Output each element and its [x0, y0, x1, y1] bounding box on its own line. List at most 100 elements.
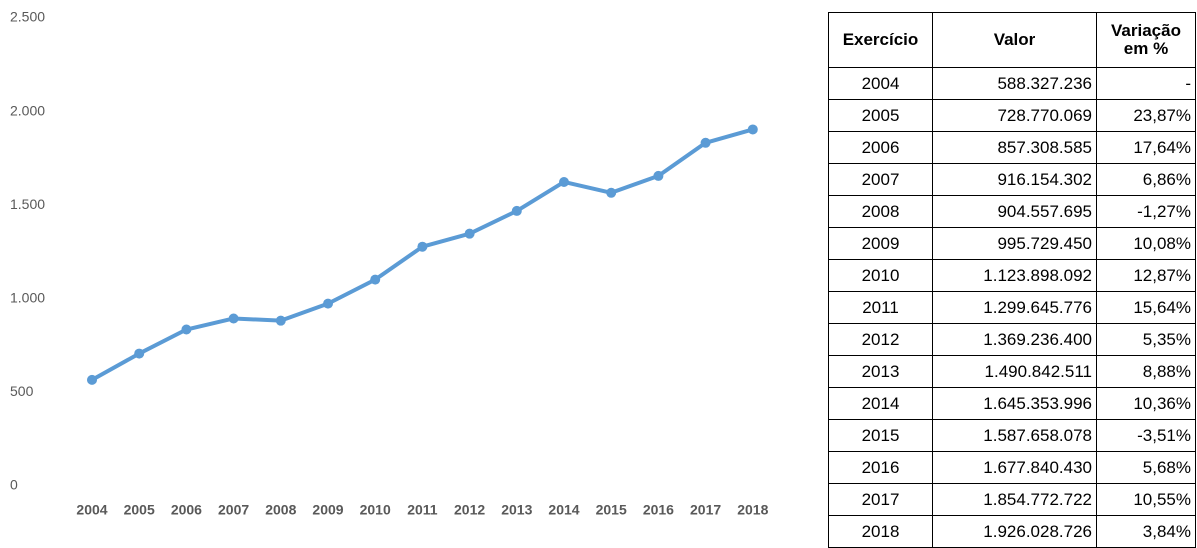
table-row: 2018 1.926.028.726 3,84% [828, 515, 1196, 548]
table-row: 2008 904.557.695 -1,27% [828, 195, 1196, 228]
table-cell: 904.557.695 [932, 195, 1097, 228]
table-cell: -1,27% [1096, 195, 1196, 228]
table-cell: -3,51% [1096, 419, 1196, 452]
header-row: Exercício Valor Variação em % [828, 12, 1196, 68]
table-row: 2010 1.123.898.092 12,87% [828, 259, 1196, 292]
x-tick-label: 2018 [737, 502, 768, 518]
point [464, 228, 475, 239]
point [747, 124, 758, 135]
table-cell: 8,88% [1096, 355, 1196, 388]
table-cell: 6,86% [1096, 163, 1196, 196]
table-cell: 2008 [828, 195, 933, 228]
table-row: 2005 728.770.069 23,87% [828, 99, 1196, 132]
point [653, 170, 664, 181]
point [559, 176, 569, 187]
x-tick-label: 2017 [690, 502, 721, 518]
y-tick-label: 1.000 [10, 290, 45, 306]
point [181, 324, 192, 335]
data-table: Exercício Valor Variação em % 2004 588.327.2… [828, 12, 1196, 548]
x-tick-label: 2006 [171, 502, 202, 518]
table-cell: 2014 [828, 387, 933, 420]
table-cell: 2011 [828, 291, 933, 324]
x-tick-label: 2010 [360, 502, 391, 518]
table-cell: 5,68% [1096, 451, 1196, 484]
point [87, 374, 97, 385]
table-cell: 2018 [828, 515, 933, 548]
table-cell: 2009 [828, 227, 933, 260]
point [417, 241, 428, 252]
x-tick-label: 2004 [76, 502, 107, 518]
table-cell: 10,36% [1096, 387, 1196, 420]
x-tick-label: 2009 [312, 502, 343, 518]
table-cell: 2016 [828, 451, 933, 484]
header-cell: Variação em % [1096, 12, 1196, 68]
y-tick-label: 500 [10, 383, 34, 399]
table-cell: 2017 [828, 483, 933, 516]
table-cell: 2006 [828, 131, 933, 164]
table-row: 2011 1.299.645.776 15,64% [828, 291, 1196, 324]
table-cell: 588.327.236 [932, 67, 1097, 100]
table-cell: 728.770.069 [932, 99, 1097, 132]
point [511, 205, 522, 216]
x-tick-label: 2016 [643, 502, 674, 518]
table-row: 2017 1.854.772.722 10,55% [828, 483, 1196, 516]
table-row: 2016 1.677.840.430 5,68% [828, 451, 1196, 484]
table-cell: - [1096, 67, 1196, 100]
table-row: 2012 1.369.236.400 5,35% [828, 323, 1196, 356]
table-cell: 1.369.236.400 [932, 323, 1097, 356]
chart: 0 500 1.000 1.500 2.000 2.500 2004 2005 2006 2007… [10, 9, 769, 518]
table-cell: 2012 [828, 323, 933, 356]
table-cell: 15,64% [1096, 291, 1196, 324]
table-cell: 857.308.585 [932, 131, 1097, 164]
table-cell: 2005 [828, 99, 933, 132]
table-row: 2007 916.154.302 6,86% [828, 163, 1196, 196]
point [700, 137, 711, 148]
table-row: 2014 1.645.353.996 10,36% [828, 387, 1196, 420]
table-cell: 2013 [828, 355, 933, 388]
header-cell: Exercício [828, 12, 933, 68]
point [370, 274, 381, 285]
point [134, 348, 145, 359]
table-cell: 1.677.840.430 [932, 451, 1097, 484]
table-row: 2013 1.490.842.511 8,88% [828, 355, 1196, 388]
table-cell: 17,64% [1096, 131, 1196, 164]
table-cell: 1.299.645.776 [932, 291, 1097, 324]
x-tick-label: 2014 [548, 502, 579, 518]
table-cell: 1.926.028.726 [932, 515, 1097, 548]
y-tick-label: 1.500 [10, 196, 45, 212]
point [228, 313, 239, 324]
table-cell: 1.123.898.092 [932, 259, 1097, 292]
point [275, 315, 286, 326]
table-row: 2009 995.729.450 10,08% [828, 227, 1196, 260]
table-cell: 2010 [828, 259, 933, 292]
table-cell: 23,87% [1096, 99, 1196, 132]
table-cell: 916.154.302 [932, 163, 1097, 196]
table-cell: 1.854.772.722 [932, 483, 1097, 516]
table-cell: 2015 [828, 419, 933, 452]
header-cell: Valor [932, 12, 1097, 68]
table-cell: 1.490.842.511 [932, 355, 1097, 388]
table-cell: 12,87% [1096, 259, 1196, 292]
table-cell: 1.587.658.078 [932, 419, 1097, 452]
x-tick-label: 2012 [454, 502, 485, 518]
x-tick-label: 2007 [218, 502, 249, 518]
table-cell: 3,84% [1096, 515, 1196, 548]
table-cell: 1.645.353.996 [932, 387, 1097, 420]
x-tick-label: 2008 [265, 502, 296, 518]
y-tick-label: 0 [10, 477, 18, 493]
y-tick-label: 2.000 [10, 102, 45, 118]
x-tick-label: 2013 [501, 502, 532, 518]
x-tick-label: 2011 [407, 502, 438, 518]
table-cell: 2007 [828, 163, 933, 196]
point [606, 187, 617, 198]
table-row: 2015 1.587.658.078 -3,51% [828, 419, 1196, 452]
table-cell: 995.729.450 [932, 227, 1097, 260]
point [323, 298, 333, 309]
table-cell: 2004 [828, 67, 933, 100]
table-cell: 10,55% [1096, 483, 1196, 516]
table-cell: 5,35% [1096, 323, 1196, 356]
table-row: 2004 588.327.236- [828, 67, 1196, 100]
table-cell: 10,08% [1096, 227, 1196, 260]
line [91, 127, 754, 382]
x-tick-label: 2005 [124, 502, 155, 518]
